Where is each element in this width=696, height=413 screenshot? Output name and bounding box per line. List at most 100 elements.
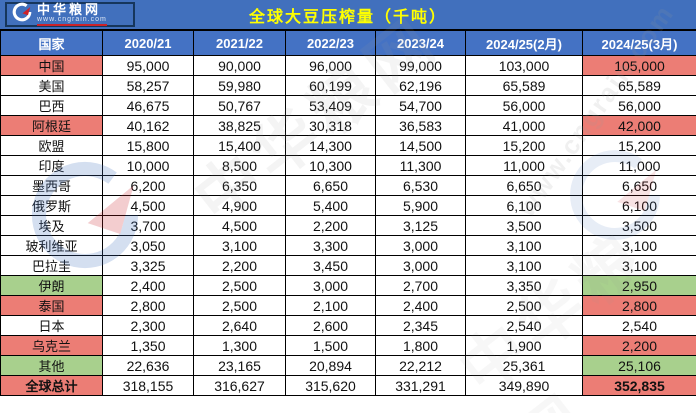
country-cell: 欧盟 bbox=[0, 135, 103, 156]
table-row: 全球总计 318,155 316,627 315,620 331,291 349,890 3… bbox=[0, 375, 696, 396]
col-header-2020-21: 2020/21 bbox=[102, 30, 194, 56]
value-cell: 2,500 bbox=[193, 275, 286, 296]
country-cell: 乌克兰 bbox=[0, 335, 103, 356]
country-cell: 俄罗斯 bbox=[0, 195, 103, 216]
value-cell: 58,257 bbox=[102, 75, 194, 96]
value-cell: 3,100 bbox=[193, 235, 286, 256]
value-cell: 3,450 bbox=[285, 255, 376, 276]
value-cell: 3,100 bbox=[582, 255, 696, 276]
value-cell: 3,325 bbox=[102, 255, 194, 276]
value-cell: 65,589 bbox=[465, 75, 583, 96]
value-cell: 40,162 bbox=[102, 115, 194, 136]
table-row: 美国 58,257 59,980 60,199 62,196 65,589 65,589 bbox=[0, 75, 696, 96]
value-cell: 20,894 bbox=[285, 355, 376, 376]
country-cell: 印度 bbox=[0, 155, 103, 176]
value-cell: 4,500 bbox=[193, 215, 286, 236]
value-cell: 8,500 bbox=[193, 155, 286, 176]
value-cell: 6,100 bbox=[465, 195, 583, 216]
table-row: 中国 95,000 90,000 96,000 99,000 103,000 105,000 bbox=[0, 55, 696, 76]
value-cell: 22,212 bbox=[375, 355, 466, 376]
value-cell: 6,650 bbox=[285, 175, 376, 196]
value-cell: 6,650 bbox=[582, 175, 696, 196]
value-cell: 2,200 bbox=[285, 215, 376, 236]
header-row: 国家 2020/21 2021/22 2022/23 2023/24 2024/… bbox=[0, 30, 696, 56]
col-header-2023-24: 2023/24 bbox=[375, 30, 466, 56]
value-cell: 3,000 bbox=[375, 235, 466, 256]
value-cell: 46,675 bbox=[102, 95, 194, 116]
value-cell: 2,300 bbox=[102, 315, 194, 336]
value-cell: 36,583 bbox=[375, 115, 466, 136]
country-cell: 埃及 bbox=[0, 215, 103, 236]
value-cell: 2,640 bbox=[193, 315, 286, 336]
value-cell: 62,196 bbox=[375, 75, 466, 96]
value-cell: 2,200 bbox=[193, 255, 286, 276]
value-cell: 6,350 bbox=[193, 175, 286, 196]
value-cell: 2,200 bbox=[582, 335, 696, 356]
value-cell: 318,155 bbox=[102, 375, 194, 396]
value-cell: 3,050 bbox=[102, 235, 194, 256]
value-cell: 2,540 bbox=[465, 315, 583, 336]
value-cell: 3,350 bbox=[465, 275, 583, 296]
value-cell: 3,700 bbox=[102, 215, 194, 236]
value-cell: 1,300 bbox=[193, 335, 286, 356]
value-cell: 3,125 bbox=[375, 215, 466, 236]
value-cell: 2,500 bbox=[193, 295, 286, 316]
value-cell: 65,589 bbox=[582, 75, 696, 96]
value-cell: 25,106 bbox=[582, 355, 696, 376]
value-cell: 3,100 bbox=[465, 235, 583, 256]
logo-name: 中华粮网 bbox=[37, 2, 102, 17]
value-cell: 3,000 bbox=[285, 275, 376, 296]
col-header-2024-25-feb: 2024/25(2月) bbox=[465, 30, 583, 56]
value-cell: 15,200 bbox=[582, 135, 696, 156]
value-cell: 54,700 bbox=[375, 95, 466, 116]
value-cell: 349,890 bbox=[465, 375, 583, 396]
value-cell: 15,400 bbox=[193, 135, 286, 156]
table-row: 俄罗斯 4,500 4,900 5,400 5,900 6,100 6,100 bbox=[0, 195, 696, 216]
value-cell: 3,100 bbox=[465, 255, 583, 276]
table-row: 泰国 2,800 2,500 2,100 2,400 2,500 2,800 bbox=[0, 295, 696, 316]
value-cell: 11,000 bbox=[465, 155, 583, 176]
value-cell: 316,627 bbox=[193, 375, 286, 396]
table-row: 印度 10,000 8,500 10,300 11,300 11,000 11,000 bbox=[0, 155, 696, 176]
col-header-country: 国家 bbox=[0, 30, 103, 56]
table-row: 乌克兰 1,350 1,300 1,500 1,800 1,900 2,200 bbox=[0, 335, 696, 356]
value-cell: 6,100 bbox=[582, 195, 696, 216]
value-cell: 10,300 bbox=[285, 155, 376, 176]
value-cell: 23,165 bbox=[193, 355, 286, 376]
value-cell: 105,000 bbox=[582, 55, 696, 76]
table-body: 中国 95,000 90,000 96,000 99,000 103,000 105,000… bbox=[0, 55, 696, 396]
top-banner: 中华粮网 www.cngrain.com 全球大豆压榨量（千吨） bbox=[0, 0, 696, 30]
value-cell: 1,900 bbox=[465, 335, 583, 356]
value-cell: 60,199 bbox=[285, 75, 376, 96]
value-cell: 15,800 bbox=[102, 135, 194, 156]
value-cell: 331,291 bbox=[375, 375, 466, 396]
table-row: 欧盟 15,800 15,400 14,300 14,500 15,200 15,200 bbox=[0, 135, 696, 156]
value-cell: 25,361 bbox=[465, 355, 583, 376]
value-cell: 1,350 bbox=[102, 335, 194, 356]
value-cell: 3,500 bbox=[582, 215, 696, 236]
value-cell: 2,345 bbox=[375, 315, 466, 336]
country-cell: 墨西哥 bbox=[0, 175, 103, 196]
value-cell: 10,000 bbox=[102, 155, 194, 176]
table-row: 巴拉圭 3,325 2,200 3,450 3,000 3,100 3,100 bbox=[0, 255, 696, 276]
col-header-2024-25-mar: 2024/25(3月) bbox=[582, 30, 696, 56]
value-cell: 15,200 bbox=[465, 135, 583, 156]
country-cell: 巴拉圭 bbox=[0, 255, 103, 276]
value-cell: 11,000 bbox=[582, 155, 696, 176]
value-cell: 2,800 bbox=[102, 295, 194, 316]
logo-url: www.cngrain.com bbox=[37, 16, 107, 26]
country-cell: 中国 bbox=[0, 55, 103, 76]
col-header-2021-22: 2021/22 bbox=[193, 30, 286, 56]
value-cell: 2,950 bbox=[582, 275, 696, 296]
table-row: 伊朗 2,400 2,500 3,000 2,700 3,350 2,950 bbox=[0, 275, 696, 296]
table-row: 墨西哥 6,200 6,350 6,650 6,530 6,650 6,650 bbox=[0, 175, 696, 196]
col-header-2022-23: 2022/23 bbox=[285, 30, 376, 56]
country-cell: 日本 bbox=[0, 315, 103, 336]
value-cell: 53,409 bbox=[285, 95, 376, 116]
value-cell: 1,800 bbox=[375, 335, 466, 356]
logo-text-block: 中华粮网 www.cngrain.com bbox=[37, 3, 107, 26]
value-cell: 99,000 bbox=[375, 55, 466, 76]
value-cell: 95,000 bbox=[102, 55, 194, 76]
value-cell: 30,318 bbox=[285, 115, 376, 136]
cngrain-logo: 中华粮网 www.cngrain.com bbox=[5, 2, 135, 27]
